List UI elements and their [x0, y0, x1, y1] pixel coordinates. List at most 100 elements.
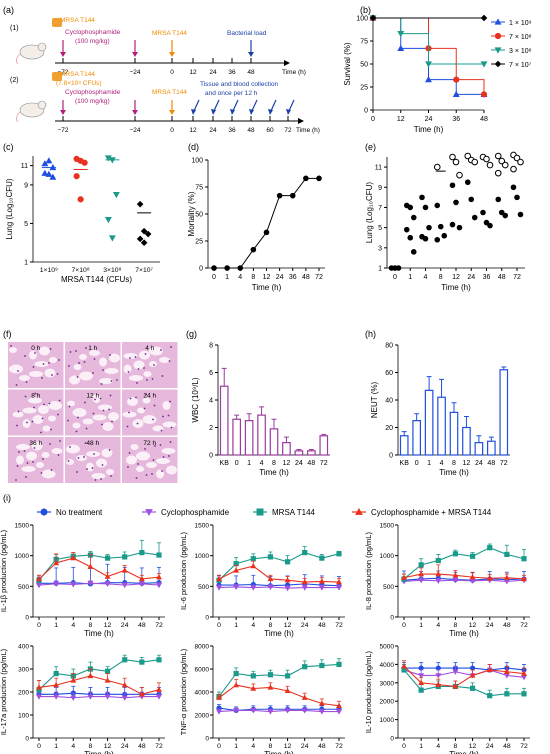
cytokine-line — [38, 557, 160, 580]
cytokine-line — [218, 565, 340, 583]
y-tick-label: 11 — [375, 165, 382, 172]
cytokine-point — [36, 575, 42, 582]
nucleus-dot — [109, 394, 112, 397]
nucleus-dot — [109, 354, 111, 356]
y-tick-label: 9 — [24, 182, 28, 189]
timeline-1-dose-label: (100 mg/kg) — [75, 38, 110, 45]
x-tick-label: 72 — [520, 743, 528, 750]
cytokine-point — [216, 585, 222, 591]
x-tick-label: 0 — [402, 743, 406, 750]
x-tick-label: 0 — [402, 622, 406, 629]
alveolus-shape — [137, 407, 145, 414]
data-point — [140, 239, 148, 247]
cytokine-point — [452, 683, 459, 689]
nucleus-dot — [77, 416, 79, 419]
cytokine-point — [216, 709, 222, 715]
cytokine-point — [250, 556, 256, 562]
nucleus-dot — [26, 421, 28, 424]
cytokine-point — [138, 581, 145, 588]
alveolus-shape — [130, 444, 139, 450]
timeline-2-tick-label: −72 — [57, 127, 68, 134]
x-tick-label: 12 — [397, 116, 405, 123]
data-point — [41, 160, 49, 167]
nucleus-dot — [137, 463, 139, 465]
cytokine-point — [156, 686, 162, 692]
x-tick-label: 72 — [500, 460, 508, 467]
y-tick-label: 1000 — [380, 717, 395, 724]
nucleus-dot — [18, 451, 20, 453]
x-axis-title: Time (h) — [252, 283, 282, 292]
nucleus-dot — [99, 397, 102, 400]
alveolus-shape — [66, 444, 80, 454]
cytokine-point — [267, 684, 274, 690]
filled-point — [422, 204, 429, 211]
nucleus-dot — [25, 476, 27, 478]
survival-point — [480, 91, 488, 98]
y-tick-label: 8 — [209, 343, 213, 350]
cytokine-point — [318, 709, 325, 715]
nucleus-dot — [69, 446, 71, 448]
x-tick-label: 1×10⁹ — [40, 267, 58, 274]
legend-marker — [494, 47, 502, 54]
timeline-1-tick-label: −24 — [129, 69, 140, 76]
data-point — [73, 173, 80, 180]
x-tick-label: 8 — [439, 274, 443, 281]
x-tick-label: 8 — [454, 622, 458, 629]
x-tick-label: 12 — [284, 622, 292, 629]
timeline-2-arrowhead — [298, 118, 304, 124]
cytokine-point — [284, 585, 291, 592]
cytokine-point — [521, 556, 527, 562]
cytokine-line — [403, 577, 525, 581]
cytokine-point — [284, 708, 291, 714]
nucleus-dot — [167, 414, 170, 417]
timeline-2-collection-arrowhead — [191, 109, 196, 115]
cytokine-point — [452, 669, 459, 675]
nucleus-dot — [145, 474, 148, 476]
x-tick-label: KB — [400, 460, 410, 467]
nucleus-dot — [49, 443, 51, 445]
bar — [307, 450, 316, 456]
y-tick-label: 2000 — [195, 713, 210, 720]
cytokine-line — [38, 552, 160, 581]
nucleus-dot — [24, 355, 26, 357]
cytokine-point — [504, 551, 510, 558]
y-tick-label: 11 — [21, 163, 28, 170]
alveolus-shape — [136, 466, 144, 472]
alveolus-shape — [102, 422, 114, 431]
alveolus-shape — [28, 397, 42, 404]
nucleus-dot — [92, 412, 95, 415]
timeline-1-tick-label: 24 — [209, 69, 217, 76]
cytokine-point — [401, 663, 407, 669]
cytokine-point — [469, 553, 476, 559]
y-tick-label: 2 — [209, 425, 213, 432]
alveolus-shape — [92, 414, 107, 421]
x-tick-label: 72 — [315, 274, 323, 281]
cytokine-point — [233, 671, 239, 677]
timeline-2-unit: Time (h) — [296, 127, 320, 134]
bar — [487, 440, 496, 456]
cytokine-point — [250, 708, 257, 714]
cytokine-point — [486, 666, 493, 673]
survival-point — [369, 14, 377, 22]
cytokine-point — [503, 673, 510, 679]
bar — [294, 450, 304, 456]
nucleus-dot — [68, 365, 70, 367]
alveolus-shape — [149, 361, 157, 367]
x-tick-label: 24 — [301, 622, 309, 629]
y-axis-title: Survival (%) — [343, 42, 352, 85]
alveolus-shape — [79, 371, 93, 381]
alveolus-shape — [79, 354, 87, 360]
alveolus-shape — [91, 473, 106, 479]
cytokine-point — [503, 668, 510, 674]
syringe-icon-2 — [52, 72, 62, 81]
x-tick-label: 12 — [104, 743, 112, 750]
y-tick-label: 0 — [205, 736, 209, 743]
cytokine-line — [403, 669, 524, 697]
x-tick-label: 1 — [54, 743, 58, 750]
nucleus-dot — [15, 384, 18, 386]
data-point — [45, 170, 53, 177]
alveolus-shape — [82, 418, 94, 425]
alveolus-shape — [26, 451, 37, 461]
cytokine-line — [404, 667, 525, 671]
